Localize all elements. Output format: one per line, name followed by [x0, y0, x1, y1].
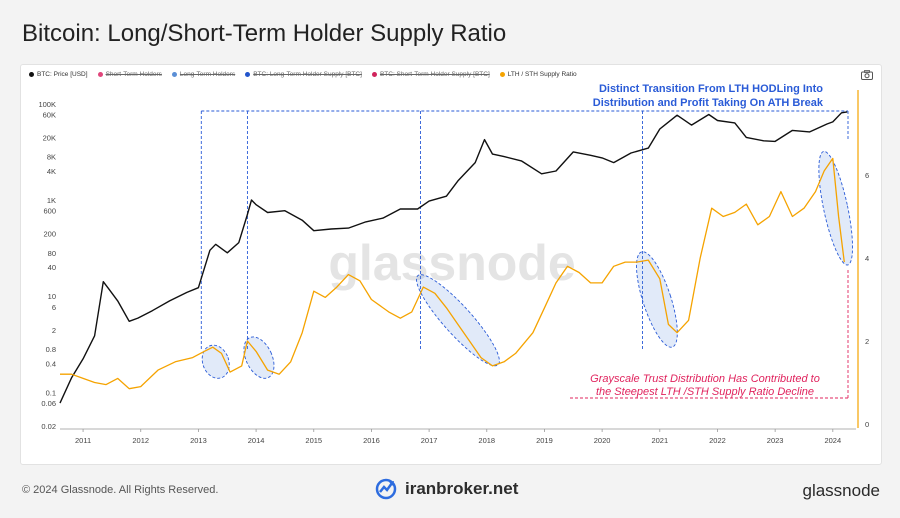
brand-logo: glassnode [802, 481, 880, 500]
legend-label: Short-Term Holders [105, 71, 162, 78]
left-axis-tick: 1K [47, 196, 56, 205]
highlight-ellipse [636, 251, 678, 348]
legend-item[interactable]: Short-Term Holders [97, 71, 162, 78]
page-title: Bitcoin: Long/Short-Term Holder Supply R… [22, 20, 507, 47]
annotation-top-line1: Distinct Transition From LTH HODLing Int… [599, 83, 823, 95]
x-axis-tick: 2011 [75, 436, 91, 445]
left-axis-tick: 6 [52, 303, 56, 312]
left-axis-tick: 600 [43, 207, 56, 216]
left-axis-tick: 20K [43, 133, 56, 142]
legend-swatch [29, 72, 34, 77]
copyright-text: © 2024 Glassnode. All Rights Reserved. [22, 484, 219, 496]
legend-swatch [245, 72, 251, 77]
camera-icon[interactable] [861, 70, 873, 80]
legend-label: BTC: Short-Term Holder Supply [BTC] [379, 71, 490, 78]
legend-label: BTC: Price [USD] [37, 71, 88, 78]
highlight-ellipse [201, 344, 230, 379]
legend-item[interactable]: BTC: Long-Term Holder Supply [BTC] [245, 71, 362, 78]
right-axis-tick: 6 [865, 171, 869, 180]
x-axis-tick: 2013 [190, 436, 207, 445]
left-axis-tick: 4K [47, 167, 56, 176]
left-axis-tick: 0.06 [41, 399, 56, 408]
x-axis-tick: 2022 [709, 436, 726, 445]
left-axis-tick: 8K [47, 153, 56, 162]
left-axis-tick: 0.02 [41, 422, 56, 431]
x-axis-tick: 2024 [824, 436, 841, 445]
left-axis-tick: 2 [52, 326, 56, 335]
left-axis-tick: 0.8 [46, 345, 56, 354]
x-axis-tick: 2021 [651, 436, 668, 445]
legend-swatch [371, 72, 377, 77]
left-axis-tick: 0.4 [46, 359, 56, 368]
ratio-series-line [60, 157, 845, 390]
x-axis-tick: 2018 [478, 436, 495, 445]
legend-item[interactable]: Long-Term Holders [171, 71, 236, 78]
left-axis-tick: 0.1 [46, 388, 56, 397]
chart-legend: BTC: Price [USD] Short-Term Holders Long-T… [29, 71, 577, 78]
left-axis-tick: 10 [48, 292, 56, 301]
legend-swatch [171, 72, 177, 77]
legend-item[interactable]: BTC: Price [USD] [29, 71, 88, 78]
x-axis-tick: 2017 [421, 436, 438, 445]
left-axis-tick: 200 [43, 230, 56, 239]
x-axis-tick: 2019 [536, 436, 553, 445]
right-axis-tick: 2 [865, 337, 869, 346]
x-axis-tick: 2014 [248, 436, 265, 445]
chart-panel: BTC: Price [USD] Short-Term Holders Long-T… [20, 64, 882, 465]
site-brand: iranbroker.net [375, 478, 518, 500]
annotation-bottom-line1: Grayscale Trust Distribution Has Contrib… [590, 373, 820, 385]
x-axis-tick: 2015 [305, 436, 322, 445]
chart-logo-icon [375, 478, 397, 500]
x-axis-tick: 2020 [594, 436, 611, 445]
highlight-ellipse [416, 274, 500, 367]
annotation-bottom-line2: the Steepest LTH /STH Supply Ratio Decli… [596, 386, 814, 398]
legend-label: BTC: Long-Term Holder Supply [BTC] [253, 71, 362, 78]
legend-swatch [97, 72, 103, 77]
left-axis-tick: 60K [43, 110, 56, 119]
legend-label: Long-Term Holders [179, 71, 236, 78]
x-axis-tick: 2016 [363, 436, 380, 445]
legend-item[interactable]: BTC: Short-Term Holder Supply [BTC] [371, 71, 490, 78]
price-series-line [59, 111, 848, 404]
x-axis-tick: 2023 [767, 436, 784, 445]
left-axis-tick: 80 [48, 249, 56, 258]
left-axis-tick: 100K [38, 100, 56, 109]
legend-item[interactable]: LTH / STH Supply Ratio [499, 71, 577, 78]
right-axis-tick: 0 [865, 420, 869, 429]
annotation-top-line2: Distribution and Profit Taking On ATH Br… [593, 97, 824, 109]
right-axis-tick: 4 [865, 254, 869, 263]
legend-swatch [499, 72, 505, 77]
left-axis-tick: 40 [48, 263, 56, 272]
watermark: glassnode [328, 235, 575, 291]
legend-label: LTH / STH Supply Ratio [507, 71, 577, 78]
site-brand-label: iranbroker.net [405, 479, 519, 498]
highlight-ellipse [818, 150, 853, 266]
x-axis-tick: 2012 [132, 436, 149, 445]
